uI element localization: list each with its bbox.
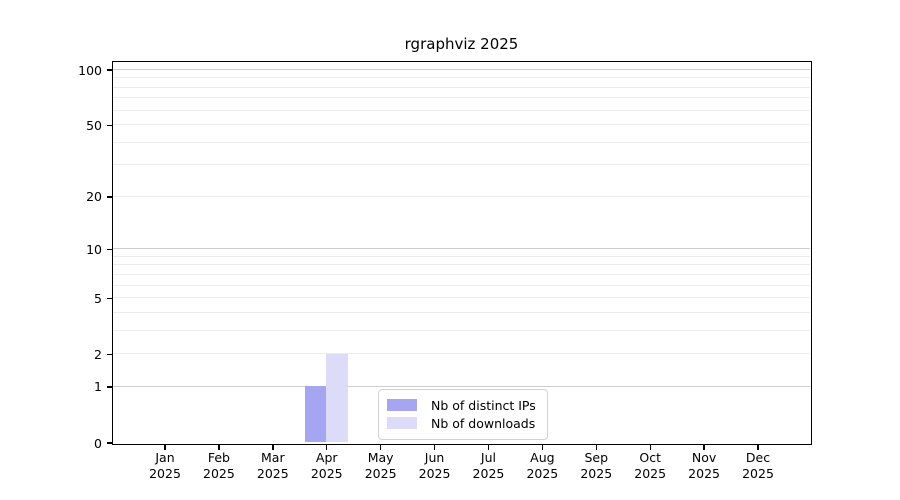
x-tick-month: Sep	[584, 450, 609, 465]
y-tick	[107, 353, 112, 355]
x-tick-year: 2025	[526, 466, 559, 481]
chart-title: rgraphviz 2025	[404, 35, 519, 53]
y-tick	[107, 442, 112, 444]
y-tick-label: 100	[78, 62, 102, 78]
legend: Nb of distinct IPs Nb of downloads	[378, 389, 548, 440]
x-tick-year: 2025	[688, 466, 720, 481]
plot-area	[111, 60, 812, 445]
y-tick	[107, 248, 112, 250]
y-gridline-minor	[112, 264, 810, 266]
x-tick-month: Feb	[207, 450, 230, 465]
y-gridline-minor	[112, 124, 810, 126]
legend-item: Nb of downloads	[379, 414, 547, 432]
x-tick	[164, 444, 166, 450]
x-tick-label: Oct 2025	[620, 450, 680, 482]
y-gridline-major	[112, 385, 810, 387]
x-tick-label: May 2025	[351, 450, 411, 482]
x-tick-month: Jul	[480, 450, 496, 465]
x-tick-month: Jun	[424, 450, 445, 465]
x-tick-year: 2025	[418, 466, 451, 481]
x-tick-label: Jun 2025	[405, 450, 465, 482]
bar-nb-of-distinct-ips	[304, 386, 327, 443]
x-tick-label: Jan 2025	[135, 450, 195, 482]
y-tick-label: 1	[94, 379, 102, 395]
x-tick	[757, 444, 759, 450]
y-tick	[107, 297, 112, 299]
x-tick-label: Jul 2025	[458, 450, 518, 482]
x-tick-month: Mar	[261, 450, 285, 465]
bars-layer	[113, 62, 810, 443]
y-gridline-minor	[112, 97, 810, 99]
y-tick-label: 0	[94, 435, 102, 451]
x-tick	[272, 444, 274, 450]
x-tick	[595, 444, 597, 450]
y-tick-label: 10	[86, 241, 102, 257]
y-tick	[107, 196, 112, 198]
y-tick-label: 20	[86, 189, 102, 205]
y-gridline-minor	[112, 297, 810, 299]
y-gridline-minor	[112, 164, 810, 166]
y-gridline-minor	[112, 195, 810, 197]
x-tick-label: Feb 2025	[189, 450, 249, 482]
legend-item: Nb of distinct IPs	[379, 396, 547, 414]
x-tick-month: Apr	[315, 450, 338, 465]
x-tick-year: 2025	[149, 466, 181, 481]
y-tick	[107, 124, 112, 126]
x-tick	[541, 444, 544, 450]
y-gridline-minor	[112, 255, 810, 257]
y-gridline-minor	[112, 86, 810, 88]
x-tick-year: 2025	[364, 466, 397, 481]
x-tick	[326, 444, 328, 450]
x-tick-year: 2025	[634, 466, 667, 481]
legend-label: Nb of downloads	[431, 415, 536, 431]
y-gridline-minor	[112, 284, 810, 286]
x-tick-label: Nov 2025	[674, 450, 734, 482]
x-tick-month: Aug	[530, 450, 555, 465]
x-tick-year: 2025	[742, 466, 774, 481]
legend-label: Nb of distinct IPs	[431, 397, 536, 413]
x-tick-year: 2025	[580, 466, 613, 481]
x-tick-month: Dec	[745, 450, 771, 465]
x-tick-month: Nov	[691, 450, 717, 465]
bar-nb-of-downloads	[326, 353, 348, 443]
legend-swatch	[387, 399, 417, 411]
y-gridline-major	[112, 248, 810, 250]
x-tick-year: 2025	[310, 466, 343, 481]
x-tick-label: Dec 2025	[728, 450, 788, 482]
x-tick-month: Oct	[639, 450, 661, 465]
x-tick	[487, 444, 490, 450]
x-tick	[380, 444, 382, 450]
x-tick-year: 2025	[472, 466, 505, 481]
x-tick-label: Apr 2025	[297, 450, 357, 482]
y-gridline-minor	[112, 353, 810, 355]
y-gridline-major	[112, 69, 810, 70]
legend-swatch	[387, 417, 417, 429]
y-tick-label: 2	[94, 346, 102, 362]
y-gridline-minor	[112, 329, 810, 331]
x-tick-label: Mar 2025	[243, 450, 303, 482]
x-tick-label: Sep 2025	[566, 450, 626, 482]
y-tick-label: 5	[94, 290, 102, 306]
x-tick	[703, 444, 705, 450]
y-tick-label: 50	[86, 117, 102, 133]
y-gridline-minor	[112, 109, 810, 111]
y-gridline-minor	[112, 141, 810, 143]
x-tick	[433, 444, 436, 450]
y-gridline-minor	[112, 77, 810, 79]
x-tick-year: 2025	[256, 466, 289, 481]
y-tick	[107, 386, 112, 388]
y-tick	[107, 69, 112, 71]
x-tick-year: 2025	[203, 466, 235, 481]
x-tick-label: Aug 2025	[512, 450, 572, 482]
y-gridline-minor	[112, 311, 810, 313]
y-gridline-minor	[112, 273, 810, 275]
x-tick-month: May	[367, 450, 394, 465]
x-tick	[218, 444, 220, 450]
x-tick-month: Jan	[155, 450, 175, 465]
grid-layer	[112, 62, 810, 443]
x-tick	[649, 444, 651, 450]
